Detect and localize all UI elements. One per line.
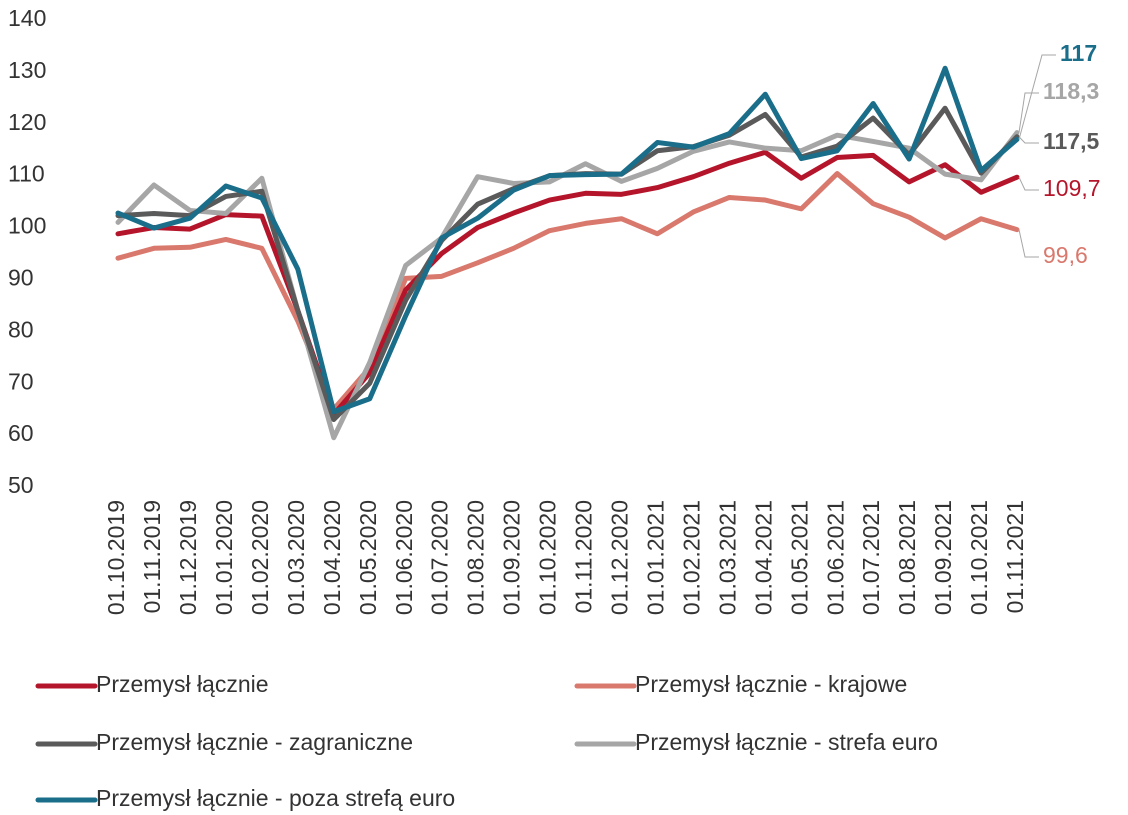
x-tick-label: 01.02.2021 — [678, 500, 704, 615]
x-tick-label: 01.10.2020 — [535, 500, 561, 615]
data-label: 117,5 — [1043, 128, 1099, 154]
y-tick-label: 130 — [8, 57, 46, 83]
y-tick-label: 140 — [8, 5, 46, 31]
x-tick-label: 01.09.2021 — [930, 500, 956, 615]
y-tick-label: 90 — [8, 265, 34, 291]
y-tick-label: 120 — [8, 109, 46, 135]
y-tick-label: 110 — [8, 161, 45, 187]
y-tick-label: 60 — [8, 420, 34, 446]
line-series — [115, 105, 1020, 423]
data-label: 117 — [1060, 40, 1097, 66]
legend-label: Przemysł łącznie — [96, 671, 269, 697]
x-tick-label: 01.10.2019 — [103, 500, 129, 615]
x-tick-label: 01.01.2020 — [211, 500, 237, 615]
x-tick-label: 01.04.2020 — [319, 500, 345, 615]
x-tick-label: 01.06.2021 — [822, 500, 848, 615]
x-tick-label: 01.12.2019 — [175, 500, 201, 615]
y-tick-label: 80 — [8, 316, 34, 342]
legend-label: Przemysł łącznie - zagraniczne — [96, 729, 413, 755]
x-tick-label: 01.08.2021 — [894, 500, 920, 615]
x-tick-label: 01.11.2021 — [1002, 500, 1028, 613]
line-series — [115, 149, 1020, 417]
x-tick-label: 01.01.2021 — [642, 500, 668, 615]
line-series — [115, 65, 1020, 415]
leader-line — [1018, 229, 1039, 258]
leader-line — [1018, 92, 1039, 133]
x-tick-label: 01.03.2021 — [714, 500, 740, 615]
x-tick-label: 01.10.2021 — [966, 500, 992, 615]
x-tick-label: 01.11.2019 — [139, 500, 165, 613]
legend-label: Przemysł łącznie - poza strefą euro — [96, 785, 455, 811]
y-tick-label: 50 — [8, 472, 34, 498]
x-tick-label: 01.03.2020 — [283, 500, 309, 615]
x-tick-label: 01.05.2021 — [786, 500, 812, 615]
x-tick-label: 01.06.2020 — [391, 500, 417, 615]
x-tick-label: 01.09.2020 — [499, 500, 525, 615]
x-tick-label: 01.05.2020 — [355, 500, 381, 615]
x-tick-label: 01.02.2020 — [247, 500, 273, 615]
x-tick-label: 01.12.2020 — [607, 500, 633, 615]
data-label: 99,6 — [1043, 242, 1088, 268]
leader-line — [1018, 136, 1039, 144]
x-tick-label: 01.11.2020 — [571, 500, 597, 613]
leader-line — [1018, 177, 1039, 191]
legend-label: Przemysł łącznie - krajowe — [635, 671, 907, 697]
data-label: 109,7 — [1043, 175, 1101, 201]
line-series — [115, 171, 1020, 412]
x-tick-label: 01.04.2021 — [750, 500, 776, 615]
y-tick-label: 100 — [8, 213, 46, 239]
x-tick-label: 01.07.2021 — [858, 500, 884, 615]
leader-line — [1018, 54, 1056, 140]
legend-label: Przemysł łącznie - strefa euro — [635, 729, 938, 755]
y-tick-label: 70 — [8, 368, 34, 394]
x-tick-label: 01.07.2020 — [427, 500, 453, 615]
x-tick-label: 01.08.2020 — [463, 500, 489, 615]
line-series — [115, 130, 1020, 441]
data-label: 118,3 — [1043, 78, 1099, 104]
